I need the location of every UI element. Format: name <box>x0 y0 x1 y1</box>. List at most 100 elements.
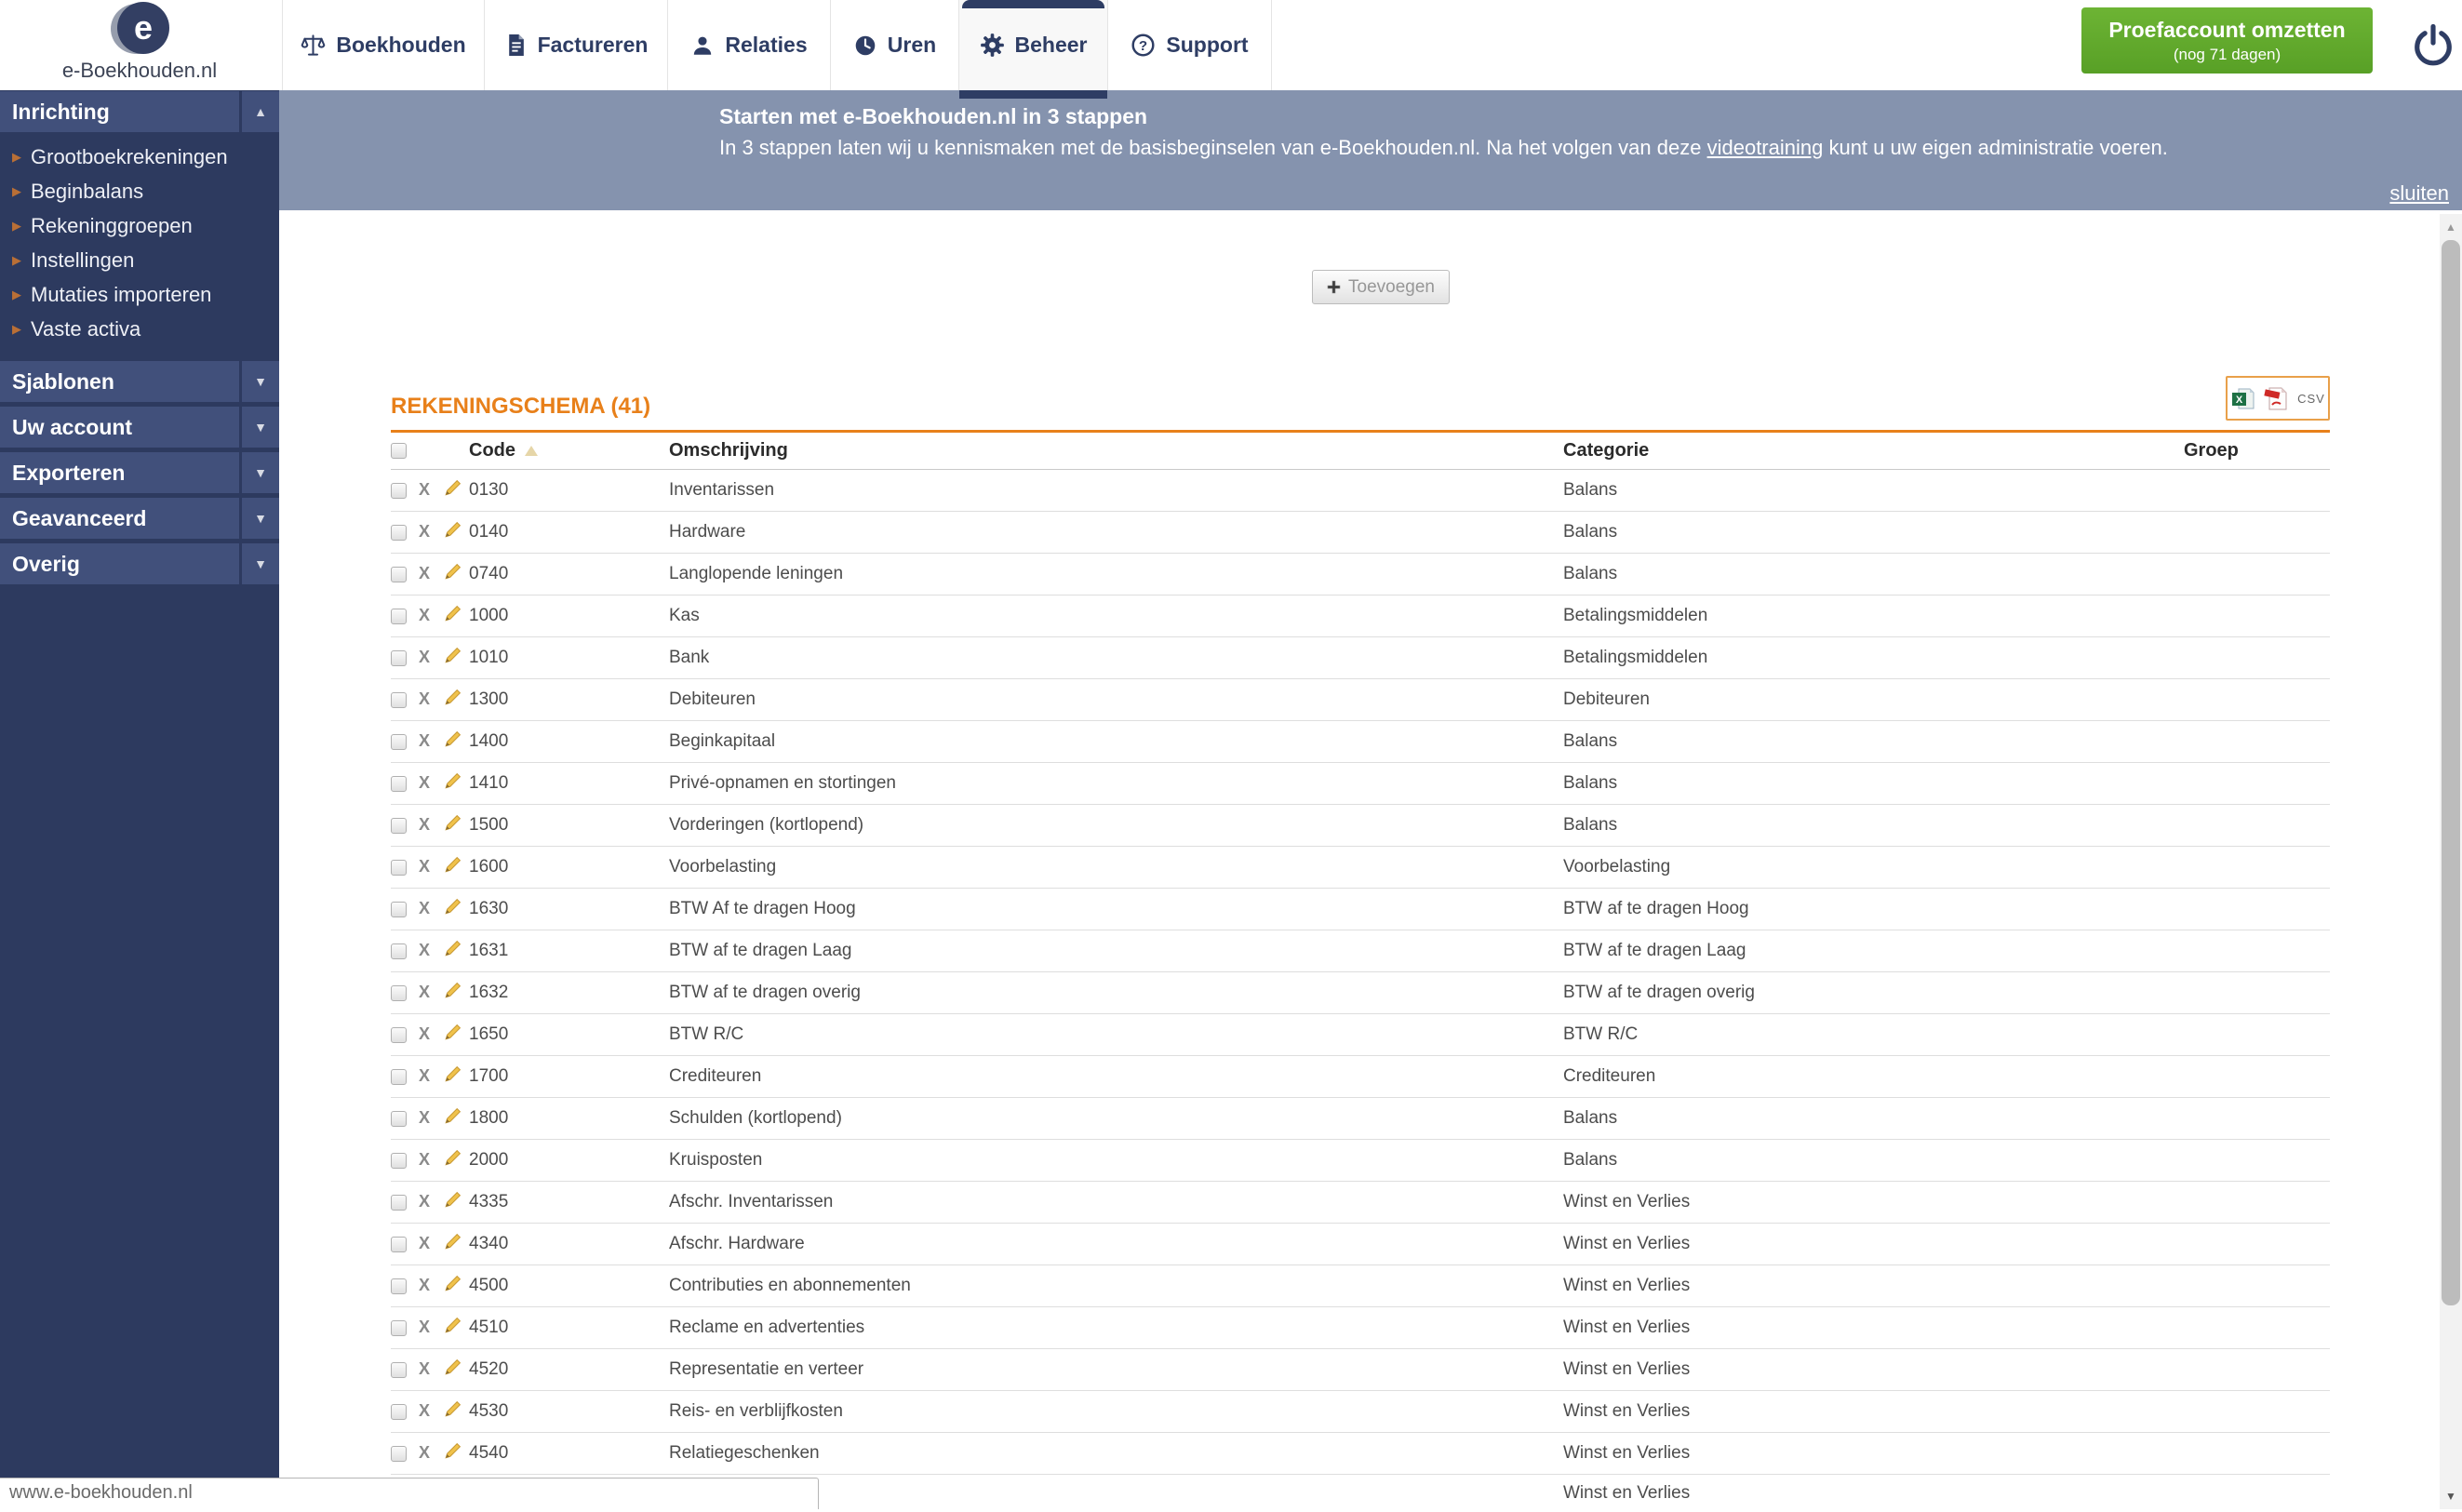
delete-x-icon[interactable]: X <box>419 480 431 499</box>
delete-x-icon[interactable]: X <box>419 731 431 750</box>
logout-button[interactable] <box>2412 23 2455 66</box>
sidebar-item-instellingen[interactable]: ▶ Instellingen <box>0 244 279 278</box>
row-checkbox[interactable] <box>391 859 407 876</box>
brand-logo[interactable]: e e-Boekhouden.nl <box>0 0 279 90</box>
column-header-omschrijving[interactable]: Omschrijving <box>669 440 788 461</box>
nav-tab-factureren[interactable]: Factureren <box>484 0 667 90</box>
column-header-groep[interactable]: Groep <box>2184 440 2239 461</box>
edit-pencil-icon[interactable] <box>443 1358 462 1377</box>
row-checkbox[interactable] <box>391 566 407 582</box>
edit-pencil-icon[interactable] <box>443 1148 462 1168</box>
chevron-down-icon[interactable]: ▼ <box>242 452 279 493</box>
videotraining-link[interactable]: videotraining <box>1706 136 1824 159</box>
scroll-up-arrow-icon[interactable]: ▲ <box>2445 221 2456 234</box>
nav-tab-boekhouden[interactable]: Boekhouden <box>282 0 484 90</box>
delete-x-icon[interactable]: X <box>419 1443 431 1462</box>
delete-x-icon[interactable]: X <box>419 983 431 1001</box>
edit-pencil-icon[interactable] <box>443 1190 462 1210</box>
row-checkbox[interactable] <box>391 691 407 708</box>
nav-tab-beheer[interactable]: Beheer <box>958 0 1107 99</box>
edit-pencil-icon[interactable] <box>443 688 462 707</box>
pdf-export-icon[interactable] <box>2264 386 2289 411</box>
edit-pencil-icon[interactable] <box>443 1064 462 1084</box>
row-checkbox[interactable] <box>391 482 407 499</box>
sidebar-item-mutaties-importeren[interactable]: ▶ Mutaties importeren <box>0 278 279 313</box>
edit-pencil-icon[interactable] <box>443 1232 462 1251</box>
chevron-down-icon[interactable]: ▼ <box>242 498 279 539</box>
delete-x-icon[interactable]: X <box>419 689 431 708</box>
row-checkbox[interactable] <box>391 1152 407 1169</box>
edit-pencil-icon[interactable] <box>443 1023 462 1042</box>
delete-x-icon[interactable]: X <box>419 1318 431 1336</box>
add-account-button[interactable]: Toevoegen <box>1312 270 1450 304</box>
edit-pencil-icon[interactable] <box>443 562 462 582</box>
edit-pencil-icon[interactable] <box>443 897 462 917</box>
edit-pencil-icon[interactable] <box>443 478 462 498</box>
edit-pencil-icon[interactable] <box>443 981 462 1000</box>
excel-export-icon[interactable]: X <box>2230 386 2255 411</box>
row-checkbox[interactable] <box>391 649 407 666</box>
delete-x-icon[interactable]: X <box>419 1192 431 1211</box>
scroll-down-arrow-icon[interactable]: ▼ <box>2445 1490 2456 1503</box>
row-checkbox[interactable] <box>391 1068 407 1085</box>
row-checkbox[interactable] <box>391 608 407 624</box>
vertical-scrollbar[interactable]: ▲ ▼ <box>2440 214 2462 1509</box>
row-checkbox[interactable] <box>391 1319 407 1336</box>
delete-x-icon[interactable]: X <box>419 857 431 876</box>
sidebar-item-grootboekrekeningen[interactable]: ▶ Grootboekrekeningen <box>0 140 279 175</box>
chevron-up-icon[interactable]: ▲ <box>242 91 279 132</box>
sidebar-section-sjablonen[interactable]: Sjablonen ▼ <box>0 361 279 402</box>
sidebar-section-overig[interactable]: Overig ▼ <box>0 543 279 584</box>
trial-convert-button[interactable]: Proefaccount omzetten (nog 71 dagen) <box>2081 7 2373 74</box>
sidebar-item-beginbalans[interactable]: ▶ Beginbalans <box>0 175 279 209</box>
edit-pencil-icon[interactable] <box>443 1399 462 1419</box>
row-checkbox[interactable] <box>391 775 407 792</box>
row-checkbox[interactable] <box>391 1110 407 1127</box>
delete-x-icon[interactable]: X <box>419 648 431 666</box>
delete-x-icon[interactable]: X <box>419 773 431 792</box>
edit-pencil-icon[interactable] <box>443 813 462 833</box>
sidebar-section-uw-account[interactable]: Uw account ▼ <box>0 407 279 448</box>
chevron-down-icon[interactable]: ▼ <box>242 407 279 448</box>
delete-x-icon[interactable]: X <box>419 1276 431 1294</box>
edit-pencil-icon[interactable] <box>443 771 462 791</box>
row-checkbox[interactable] <box>391 984 407 1001</box>
sidebar-section-exporteren[interactable]: Exporteren ▼ <box>0 452 279 493</box>
row-checkbox[interactable] <box>391 943 407 959</box>
row-checkbox[interactable] <box>391 1194 407 1211</box>
sidebar-item-vaste-activa[interactable]: ▶ Vaste activa <box>0 313 279 347</box>
row-checkbox[interactable] <box>391 1361 407 1378</box>
edit-pencil-icon[interactable] <box>443 855 462 875</box>
edit-pencil-icon[interactable] <box>443 1316 462 1335</box>
delete-x-icon[interactable]: X <box>419 899 431 917</box>
chevron-down-icon[interactable]: ▼ <box>242 543 279 584</box>
nav-tab-relaties[interactable]: Relaties <box>667 0 830 90</box>
delete-x-icon[interactable]: X <box>419 564 431 582</box>
delete-x-icon[interactable]: X <box>419 1108 431 1127</box>
sidebar-item-rekeninggroepen[interactable]: ▶ Rekeninggroepen <box>0 209 279 244</box>
row-checkbox[interactable] <box>391 901 407 917</box>
sidebar-section-geavanceerd[interactable]: Geavanceerd ▼ <box>0 498 279 539</box>
row-checkbox[interactable] <box>391 1026 407 1043</box>
row-checkbox[interactable] <box>391 733 407 750</box>
edit-pencil-icon[interactable] <box>443 1106 462 1126</box>
delete-x-icon[interactable]: X <box>419 1150 431 1169</box>
csv-export-button[interactable]: CSV <box>2297 391 2325 406</box>
row-checkbox[interactable] <box>391 817 407 834</box>
banner-close-link[interactable]: sluiten <box>2389 181 2449 205</box>
edit-pencil-icon[interactable] <box>443 604 462 623</box>
select-all-checkbox[interactable] <box>391 443 407 459</box>
delete-x-icon[interactable]: X <box>419 1066 431 1085</box>
edit-pencil-icon[interactable] <box>443 1274 462 1293</box>
column-header-categorie[interactable]: Categorie <box>1563 440 1650 461</box>
edit-pencil-icon[interactable] <box>443 939 462 958</box>
row-checkbox[interactable] <box>391 1236 407 1252</box>
row-checkbox[interactable] <box>391 1278 407 1294</box>
edit-pencil-icon[interactable] <box>443 1441 462 1461</box>
delete-x-icon[interactable]: X <box>419 1024 431 1043</box>
row-checkbox[interactable] <box>391 1403 407 1420</box>
sidebar-section-inrichting[interactable]: Inrichting ▲ <box>0 91 279 132</box>
delete-x-icon[interactable]: X <box>419 815 431 834</box>
scrollbar-thumb[interactable] <box>2442 240 2460 1305</box>
delete-x-icon[interactable]: X <box>419 1401 431 1420</box>
